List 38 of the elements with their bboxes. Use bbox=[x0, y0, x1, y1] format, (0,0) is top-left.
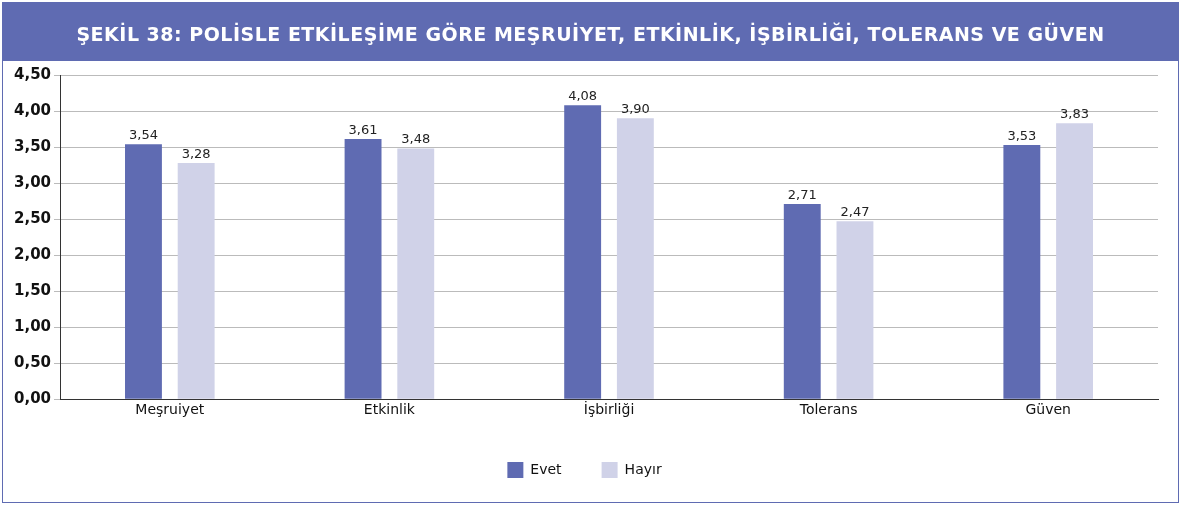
data-label: 3,90 bbox=[620, 101, 650, 117]
x-tick-label: İşbirliği bbox=[583, 400, 635, 418]
legend-label: Hayır bbox=[624, 460, 662, 477]
y-tick-label: 4,00 bbox=[13, 100, 52, 119]
bar bbox=[616, 118, 654, 399]
bar bbox=[1003, 144, 1041, 399]
data-label: 2,71 bbox=[787, 186, 817, 202]
y-tick-label: 4,50 bbox=[13, 64, 52, 83]
data-label: 3,48 bbox=[401, 131, 431, 147]
bar bbox=[125, 144, 162, 399]
y-tick-label: 1,50 bbox=[13, 281, 52, 300]
bar bbox=[177, 162, 215, 399]
bar bbox=[397, 148, 435, 399]
data-label: 3,83 bbox=[1060, 106, 1090, 122]
y-tick-label: 3,50 bbox=[13, 136, 52, 155]
bar bbox=[1056, 123, 1093, 399]
y-tick-label: 3,00 bbox=[13, 172, 52, 191]
x-tick-label: Güven bbox=[1025, 401, 1071, 418]
y-tick-label: 0,50 bbox=[13, 353, 52, 372]
chart-title: ŞEKİL 38: POLİSLE ETKİLEŞİME GÖRE MEŞRUİYET, ETKİNLİK, İŞBİRLİĞİ, TOLERANS VE GÜVEN bbox=[3, 3, 1178, 61]
data-label: 4,08 bbox=[568, 88, 598, 104]
data-label: 3,28 bbox=[181, 145, 211, 161]
bar bbox=[783, 203, 821, 399]
bar bbox=[836, 221, 874, 399]
x-tick-label: Etkinlik bbox=[363, 401, 416, 418]
y-tick-label: 1,00 bbox=[13, 317, 52, 336]
legend-label: Evet bbox=[530, 460, 563, 477]
bar bbox=[564, 105, 602, 399]
data-label: 2,47 bbox=[840, 204, 870, 220]
x-tick-label: Tolerans bbox=[798, 401, 858, 418]
data-label: 3,61 bbox=[348, 121, 378, 137]
y-tick-label: 2,00 bbox=[13, 245, 52, 263]
data-label: 3,54 bbox=[128, 127, 158, 143]
data-label: 3,53 bbox=[1007, 127, 1037, 143]
y-tick-label: 0,00 bbox=[13, 389, 52, 408]
y-tick-label: 2,50 bbox=[13, 208, 52, 227]
bar bbox=[344, 139, 382, 399]
x-tick-label: Meşruiyet bbox=[135, 401, 205, 418]
